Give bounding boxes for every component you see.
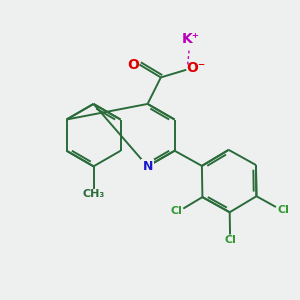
- Text: Cl: Cl: [170, 206, 182, 216]
- Text: CH₃: CH₃: [82, 189, 105, 199]
- Text: N: N: [142, 160, 153, 173]
- Text: K⁺: K⁺: [182, 32, 200, 46]
- Text: O: O: [127, 58, 139, 72]
- Text: O⁻: O⁻: [186, 61, 206, 75]
- Text: Cl: Cl: [277, 205, 289, 214]
- Text: Cl: Cl: [224, 235, 236, 245]
